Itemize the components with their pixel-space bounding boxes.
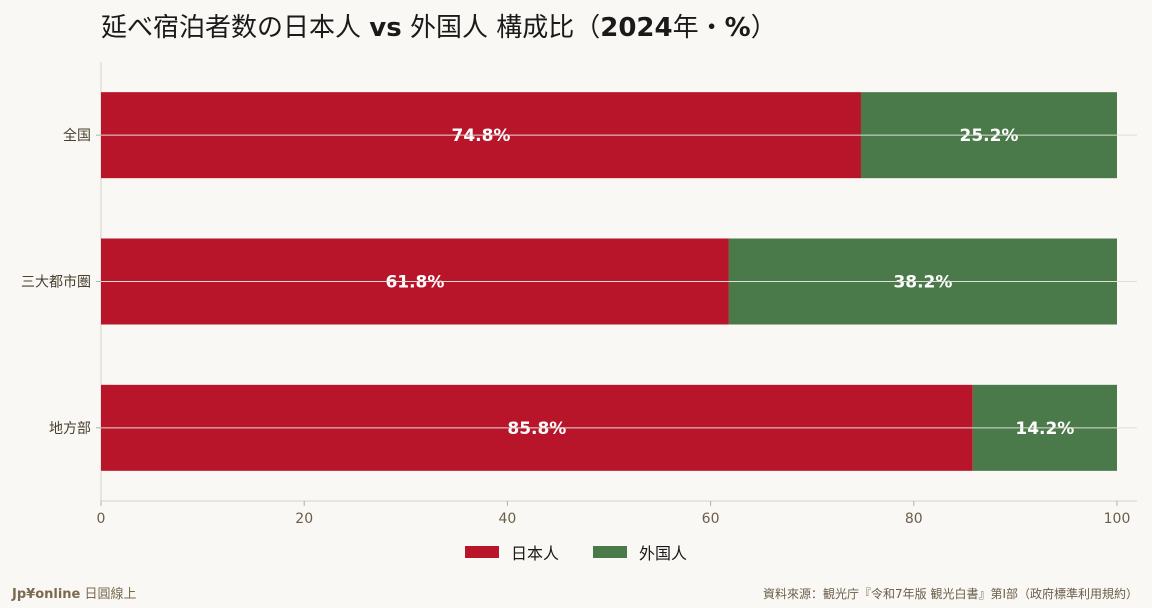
x-tick-label: 80	[905, 511, 923, 527]
legend-label-foreign: 外国人	[639, 544, 688, 563]
y-tick-label: 三大都市圏	[21, 274, 91, 291]
data-label: 85.8%	[507, 419, 566, 439]
legend-label-japanese: 日本人	[510, 544, 559, 563]
data-label: 14.2%	[1015, 419, 1074, 439]
legend-swatch-foreign	[593, 546, 627, 558]
x-tick-label: 60	[702, 511, 720, 527]
chart-title: 延べ宿泊者数の日本人 vs 外国人 構成比（2024年・%）	[101, 13, 777, 43]
data-label: 25.2%	[959, 126, 1018, 146]
y-tick-label: 地方部	[49, 421, 91, 437]
x-tick-label: 0	[97, 511, 106, 527]
footer-source: 資料來源：観光庁『令和7年版 観光白書』第Ⅰ部（政府標準利用規約）	[763, 587, 1138, 601]
x-tick-label: 20	[295, 511, 313, 527]
legend-swatch-japanese	[464, 546, 499, 558]
x-tick-label: 100	[1104, 511, 1131, 527]
data-label: 38.2%	[893, 273, 952, 293]
y-tick-label: 全国	[63, 127, 91, 144]
x-tick-label: 40	[498, 511, 516, 527]
chart-legend: 日本人 外国人	[0, 540, 1152, 564]
data-label: 74.8%	[451, 126, 510, 146]
data-label: 61.8%	[385, 273, 444, 293]
footer-brand: Jp¥online 日圓線上	[12, 587, 137, 602]
legend-item-japanese: 日本人	[464, 540, 559, 564]
legend-item-foreign: 外国人	[593, 540, 687, 564]
